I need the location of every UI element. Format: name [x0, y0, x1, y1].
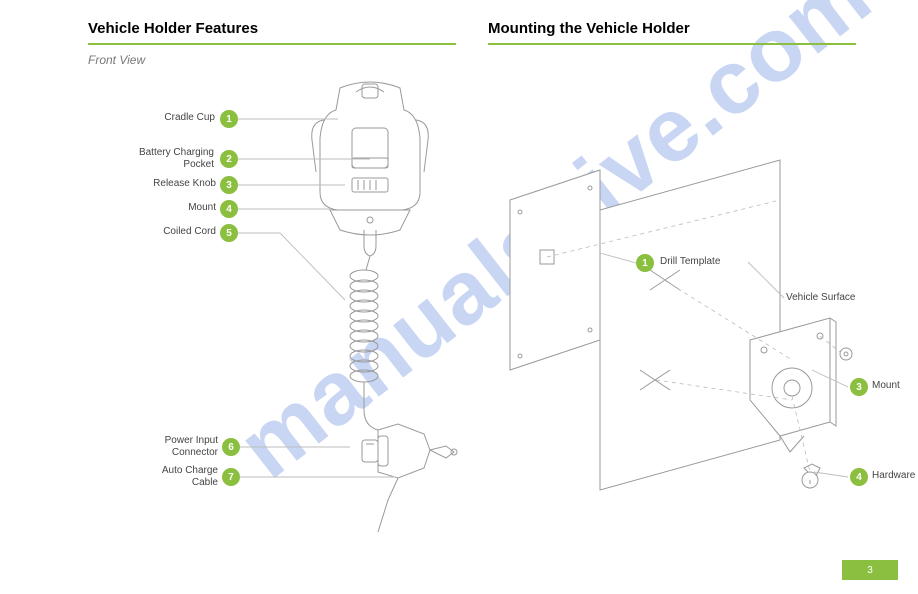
right-column: Mounting the Vehicle Holder — [488, 0, 856, 45]
callout-label-5: Coiled Cord — [150, 226, 216, 238]
watermark-text: manualshive.com — [220, 0, 890, 499]
left-subhead: Front View — [88, 45, 456, 67]
right-rule — [488, 43, 856, 45]
callout-circle-2: 2 — [220, 150, 238, 168]
callout-label-r3: Mount — [872, 380, 900, 392]
page: manualshive.com Vehicle Holder Features … — [0, 0, 918, 594]
callout-label-2: Battery Charging Pocket — [118, 147, 214, 171]
left-diagram — [270, 80, 470, 550]
callout-label-r4: Hardware — [872, 470, 915, 482]
callout-circle-r1: 1 — [636, 254, 654, 272]
page-number-badge: 3 — [842, 560, 898, 580]
callout-circle-r4: 4 — [850, 468, 868, 486]
callout-circle-7: 7 — [222, 468, 240, 486]
callout-circle-5: 5 — [220, 224, 238, 242]
callout-label-1: Cradle Cup — [145, 112, 215, 124]
callout-circle-1: 1 — [220, 110, 238, 128]
callout-label-7: Auto Charge Cable — [146, 465, 218, 489]
callout-label-6: Power Input Connector — [146, 435, 218, 459]
right-heading: Mounting the Vehicle Holder — [488, 0, 856, 37]
left-leaders — [0, 0, 918, 594]
callout-circle-6: 6 — [222, 438, 240, 456]
callout-label-r2: Vehicle Surface — [786, 292, 856, 304]
right-diagram — [480, 140, 900, 560]
callout-circle-r3: 3 — [850, 378, 868, 396]
callout-label-3: Release Knob — [140, 178, 216, 190]
left-heading: Vehicle Holder Features — [88, 0, 456, 37]
callout-circle-4: 4 — [220, 200, 238, 218]
left-column: Vehicle Holder Features Front View — [88, 0, 456, 67]
callout-label-4: Mount — [176, 202, 216, 214]
callout-circle-3: 3 — [220, 176, 238, 194]
right-leaders — [0, 0, 918, 594]
callout-label-r1: Drill Template — [660, 256, 720, 268]
